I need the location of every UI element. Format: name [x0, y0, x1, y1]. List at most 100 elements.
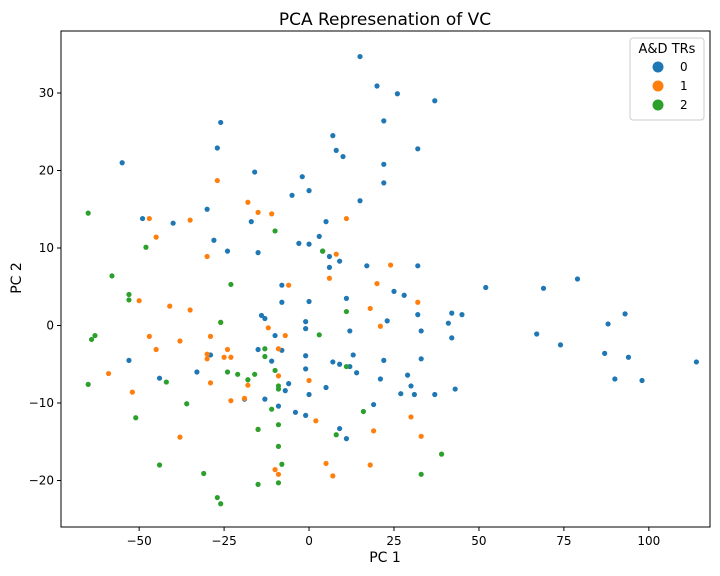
- scatter-point: [333, 147, 339, 153]
- scatter-point: [534, 331, 540, 337]
- series-1-points: [105, 177, 424, 479]
- scatter-point: [153, 234, 159, 240]
- scatter-point: [415, 146, 421, 152]
- scatter-point: [323, 219, 329, 225]
- scatter-point: [143, 244, 149, 250]
- scatter-point: [381, 161, 387, 167]
- y-axis-label: PC 2: [9, 262, 25, 294]
- scatter-point: [228, 398, 234, 404]
- scatter-point: [483, 284, 489, 291]
- scatter-point: [313, 418, 319, 424]
- scatter-point: [401, 292, 407, 298]
- scatter-point: [296, 240, 302, 246]
- series-2-points: [85, 210, 445, 507]
- scatter-point: [262, 353, 268, 360]
- legend-marker-2: [652, 99, 664, 111]
- x-tick-label: 75: [556, 534, 571, 548]
- scatter-point: [316, 332, 322, 338]
- scatter-point: [418, 471, 424, 477]
- scatter-point: [337, 425, 343, 432]
- scatter-point: [214, 145, 220, 151]
- scatter-point: [214, 494, 220, 501]
- scatter-point: [275, 471, 282, 477]
- scatter-point: [136, 298, 142, 304]
- scatter-point: [432, 98, 438, 104]
- scatter-point: [163, 379, 169, 385]
- scatter-point: [306, 391, 312, 398]
- scatter-point: [245, 377, 251, 383]
- scatter-point: [381, 118, 387, 124]
- x-tick-label: 100: [637, 534, 660, 548]
- scatter-point: [279, 299, 285, 305]
- scatter-point: [377, 376, 384, 382]
- scatter-point: [408, 414, 414, 420]
- scatter-point: [224, 248, 231, 254]
- scatter-point: [354, 370, 360, 376]
- scatter-point: [255, 209, 261, 215]
- scatter-point: [381, 180, 387, 186]
- scatter-point: [139, 215, 146, 222]
- scatter-point: [272, 228, 278, 234]
- y-tick-label: −10: [29, 396, 54, 410]
- scatter-point: [275, 422, 282, 428]
- scatter-point: [622, 311, 628, 317]
- scatter-point: [156, 375, 163, 381]
- scatter-point: [340, 153, 346, 160]
- legend-label-2: 2: [680, 98, 688, 112]
- scatter-point: [218, 319, 224, 325]
- scatter-point: [228, 354, 234, 360]
- scatter-point: [326, 253, 333, 260]
- series-0-points: [119, 53, 700, 442]
- scatter-point: [408, 383, 414, 389]
- scatter-point: [187, 217, 193, 223]
- scatter-point: [360, 408, 367, 415]
- scatter-point: [347, 328, 353, 334]
- scatter-point: [306, 241, 312, 247]
- scatter-point: [265, 325, 271, 331]
- scatter-point: [364, 263, 370, 269]
- scatter-point: [330, 473, 336, 479]
- legend: A&D TRs 0 1 2: [629, 37, 705, 121]
- scatter-point: [258, 312, 265, 319]
- scatter-point: [639, 377, 645, 384]
- scatter-point: [337, 258, 343, 264]
- scatter-point: [350, 352, 356, 358]
- scatter-point: [374, 83, 380, 89]
- x-tick-label: −25: [211, 534, 236, 548]
- data-points: [85, 53, 700, 507]
- scatter-point: [245, 199, 251, 205]
- scatter-point: [153, 346, 159, 353]
- y-tick-label: 0: [46, 319, 54, 333]
- scatter-point: [404, 372, 411, 378]
- y-tick-label: 30: [39, 86, 54, 100]
- scatter-point: [306, 188, 312, 194]
- scatter-point: [445, 320, 451, 326]
- scatter-point: [292, 409, 299, 415]
- scatter-point: [367, 305, 373, 312]
- scatter-point: [449, 335, 455, 341]
- scatter-point: [343, 215, 350, 222]
- scatter-point: [177, 338, 183, 344]
- scatter-point: [316, 233, 322, 239]
- scatter-point: [105, 370, 112, 377]
- scatter-point: [214, 177, 220, 184]
- scatter-point: [133, 415, 139, 421]
- scatter-point: [272, 467, 278, 473]
- scatter-point: [459, 312, 465, 318]
- scatter-point: [218, 501, 224, 507]
- scatter-point: [303, 326, 309, 332]
- scatter-point: [326, 275, 333, 281]
- scatter-point: [418, 328, 424, 334]
- scatter-point: [306, 298, 312, 305]
- scatter-point: [235, 371, 241, 377]
- scatter-point: [449, 310, 455, 316]
- scatter-point: [201, 470, 207, 477]
- scatter-point: [357, 198, 363, 204]
- scatter-point: [275, 443, 282, 449]
- scatter-point: [418, 356, 424, 362]
- scatter-point: [415, 263, 421, 269]
- scatter-point: [326, 264, 333, 270]
- scatter-point: [146, 333, 152, 339]
- scatter-point: [252, 371, 258, 377]
